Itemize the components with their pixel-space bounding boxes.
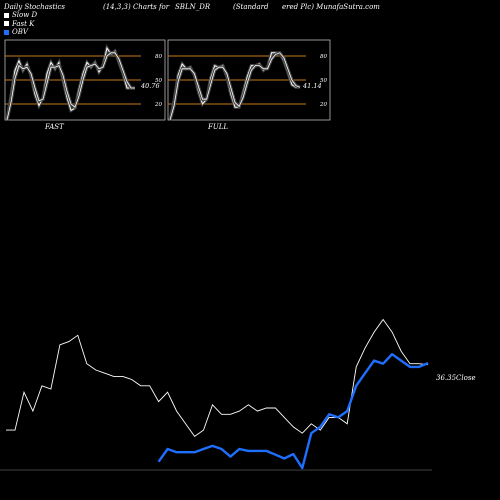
symbol-label: SBLN_DR (175, 3, 211, 11)
price-obv-panel (0, 318, 432, 471)
params-label: (14,3,3) Charts for (103, 3, 170, 11)
legend-label: Slow D (12, 11, 38, 19)
full-panel-label: FULL (207, 123, 228, 131)
slow-d-line (169, 52, 301, 121)
last-close-label: 36.35Close (436, 374, 476, 382)
fast-panel-label: FAST (44, 123, 65, 131)
level-label-20: 20 (319, 102, 327, 108)
level-label-50: 50 (320, 78, 327, 84)
fast-k-line (6, 46, 135, 121)
slow-d-line (6, 52, 135, 121)
legend: Slow D Fast K OBV (4, 11, 37, 37)
fast-stochastic-panel: 80 50 20 (4, 39, 166, 121)
legend-label: OBV (12, 28, 28, 36)
fast-k-shadow (168, 51, 300, 121)
close-line (6, 318, 429, 438)
level-label-20: 20 (154, 102, 162, 108)
full-stochastic-panel: 80 50 20 (167, 39, 331, 121)
legend-item-fast-k: Fast K (4, 20, 37, 29)
level-label-80: 80 (320, 54, 327, 60)
full-last-value: 41.14 (302, 82, 322, 90)
fast-last-value: 40.76 (140, 82, 160, 90)
obv-line (157, 353, 429, 470)
level-label-80: 80 (155, 54, 162, 60)
legend-item-obv: OBV (4, 28, 37, 37)
legend-swatch (4, 12, 9, 18)
company-label: (Standard (233, 3, 269, 11)
level-label-50: 50 (155, 78, 162, 84)
fast-k-line (169, 52, 300, 121)
company-site-label: ered Plc) MunafaSutra.com (282, 3, 380, 11)
legend-label: Fast K (12, 19, 35, 28)
legend-swatch (4, 29, 9, 35)
legend-swatch (4, 21, 9, 27)
chart-type-label: Daily Stochastics (4, 3, 66, 11)
legend-item-slow-d: Slow D (4, 11, 37, 20)
slow-d-shadow (168, 50, 301, 121)
